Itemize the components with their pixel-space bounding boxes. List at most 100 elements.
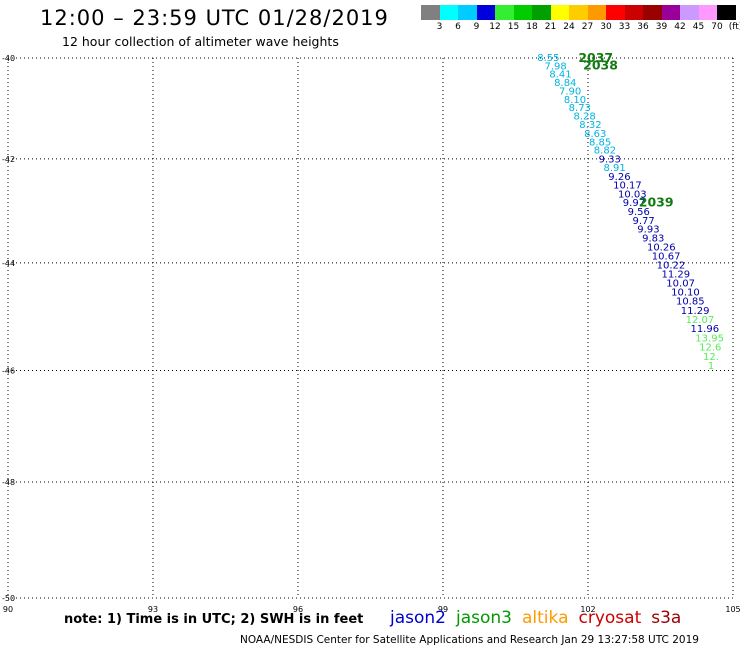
wave-height-label: 7.98 bbox=[545, 61, 567, 72]
wave-height-label: 8.32 bbox=[579, 120, 601, 131]
colorbar-swatch bbox=[661, 5, 680, 20]
wave-height-label: 10.17 bbox=[613, 181, 642, 192]
wave-height-label: 11.29 bbox=[681, 306, 710, 317]
colorbar-label: 27 bbox=[581, 22, 594, 32]
wave-height-label: 8.41 bbox=[549, 69, 571, 80]
colorbar-label: 30 bbox=[600, 22, 612, 32]
wave-height-label: 10.07 bbox=[666, 279, 695, 290]
colorbar-swatch bbox=[421, 5, 440, 20]
pass-number-label: 2037 bbox=[578, 50, 613, 65]
colorbar-label: 21 bbox=[544, 22, 557, 32]
wave-height-label: 8.28 bbox=[574, 112, 596, 123]
colorbar-swatch bbox=[587, 5, 606, 20]
legend-item-jason2: jason2 bbox=[390, 608, 446, 628]
legend-item-s3a: s3a bbox=[651, 608, 682, 628]
colorbar-swatch bbox=[624, 5, 643, 20]
wave-height-label: 11.96 bbox=[690, 324, 719, 335]
colorbar-label: 70 bbox=[711, 22, 723, 32]
wave-height-label: 8.55 bbox=[537, 53, 559, 64]
page-title: 12:00 – 23:59 UTC 01/28/2019 bbox=[40, 6, 389, 30]
colorbar-label: 18 bbox=[526, 22, 538, 32]
colorbar-label: 42 bbox=[674, 22, 686, 32]
pass-number-label: 2038 bbox=[583, 57, 618, 72]
latitude-tick-label: -46 bbox=[2, 366, 15, 375]
colorbar-swatch bbox=[439, 5, 458, 20]
wave-height-label: 8.10 bbox=[564, 95, 586, 106]
wave-height-label: 9.26 bbox=[608, 172, 630, 183]
colorbar-swatch bbox=[680, 5, 699, 20]
legend-item-altika: altika bbox=[522, 608, 569, 628]
colorbar bbox=[421, 5, 736, 20]
wave-height-label: 10.03 bbox=[618, 189, 647, 200]
colorbar-swatch bbox=[606, 5, 625, 20]
longitude-tick-label: 102 bbox=[580, 605, 595, 614]
wave-height-label: 1 bbox=[708, 361, 714, 372]
wave-height-label: 9.56 bbox=[628, 207, 650, 218]
colorbar-label: 45 bbox=[692, 22, 705, 32]
colorbar-label: 12 bbox=[489, 22, 501, 32]
wave-height-label: 8.85 bbox=[589, 137, 611, 148]
colorbar-label: 6 bbox=[455, 22, 461, 32]
wave-height-label: 10.85 bbox=[676, 297, 705, 308]
colorbar-label: 3 bbox=[436, 22, 443, 32]
colorbar-swatch bbox=[717, 5, 736, 20]
wave-height-label: 10.26 bbox=[647, 243, 676, 254]
wave-height-label: 9.93 bbox=[637, 225, 659, 236]
legend-item-jason3: jason3 bbox=[456, 608, 512, 628]
satellite-legend: jason2 jason3 altika cryosat s3a bbox=[390, 608, 691, 628]
page-subtitle: 12 hour collection of altimeter wave hei… bbox=[62, 34, 339, 49]
longitude-tick-label: 96 bbox=[293, 605, 303, 614]
longitude-tick-label: 93 bbox=[148, 605, 158, 614]
colorbar-label: 36 bbox=[637, 22, 649, 32]
longitude-tick-label: 99 bbox=[438, 605, 448, 614]
legend-item-cryosat: cryosat bbox=[578, 608, 642, 628]
wave-height-label: 9.33 bbox=[599, 154, 621, 165]
wave-height-label: 8.91 bbox=[603, 163, 625, 174]
longitude-tick-label: 105 bbox=[725, 605, 740, 614]
wave-height-label: 13.95 bbox=[695, 333, 724, 344]
footer-note: note: 1) Time is in UTC; 2) SWH is in fe… bbox=[64, 612, 364, 627]
wave-height-label: 8.63 bbox=[584, 129, 606, 140]
wave-height-label: 9.83 bbox=[642, 234, 664, 245]
wave-height-label: 12. bbox=[703, 352, 719, 363]
colorbar-swatch bbox=[458, 5, 477, 20]
graticule bbox=[7, 57, 734, 599]
wave-height-label: 12.07 bbox=[686, 315, 715, 326]
latitude-tick-label: -44 bbox=[2, 259, 15, 268]
footer-credit: NOAA/NESDIS Center for Satellite Applica… bbox=[240, 634, 699, 646]
wave-height-label: 9.77 bbox=[632, 216, 654, 227]
latitude-tick-label: -48 bbox=[2, 478, 15, 487]
wave-height-label: 7.90 bbox=[559, 86, 581, 97]
wave-height-label: 10.22 bbox=[657, 260, 686, 271]
colorbar-label: (ft) bbox=[728, 22, 740, 32]
colorbar-swatch bbox=[495, 5, 514, 20]
observations: 8.557.988.418.847.908.108.738.288.328.63… bbox=[537, 53, 724, 372]
wave-height-label: 8.84 bbox=[554, 78, 576, 89]
colorbar-swatch bbox=[569, 5, 588, 20]
colorbar-label: 39 bbox=[655, 22, 668, 32]
colorbar-label: 15 bbox=[507, 22, 520, 32]
colorbar-label: 24 bbox=[563, 22, 575, 32]
colorbar-label: 9 bbox=[473, 22, 480, 32]
wave-height-label: 8.73 bbox=[569, 103, 591, 114]
colorbar-swatch bbox=[476, 5, 495, 20]
colorbar-swatch bbox=[532, 5, 551, 20]
wave-height-label: 10.10 bbox=[671, 288, 700, 299]
wave-height-label: 9.97 bbox=[623, 198, 645, 209]
colorbar-swatch bbox=[550, 5, 569, 20]
colorbar-swatch bbox=[513, 5, 532, 20]
wave-height-label: 11.29 bbox=[661, 270, 690, 281]
wave-height-label: 12.6 bbox=[699, 343, 721, 354]
axis-ticks: -40 -42 -44 -46 -48 -50 90 93 96 99 102 105 bbox=[2, 54, 740, 614]
wave-height-label: 8.82 bbox=[594, 146, 616, 157]
colorbar-label: 33 bbox=[618, 22, 631, 32]
colorbar-swatch bbox=[643, 5, 662, 20]
latitude-tick-label: -42 bbox=[2, 155, 15, 164]
latitude-tick-label: -40 bbox=[2, 54, 15, 63]
wave-height-label: 10.67 bbox=[652, 252, 681, 263]
colorbar-swatch bbox=[698, 5, 717, 20]
longitude-tick-label: 90 bbox=[3, 605, 13, 614]
